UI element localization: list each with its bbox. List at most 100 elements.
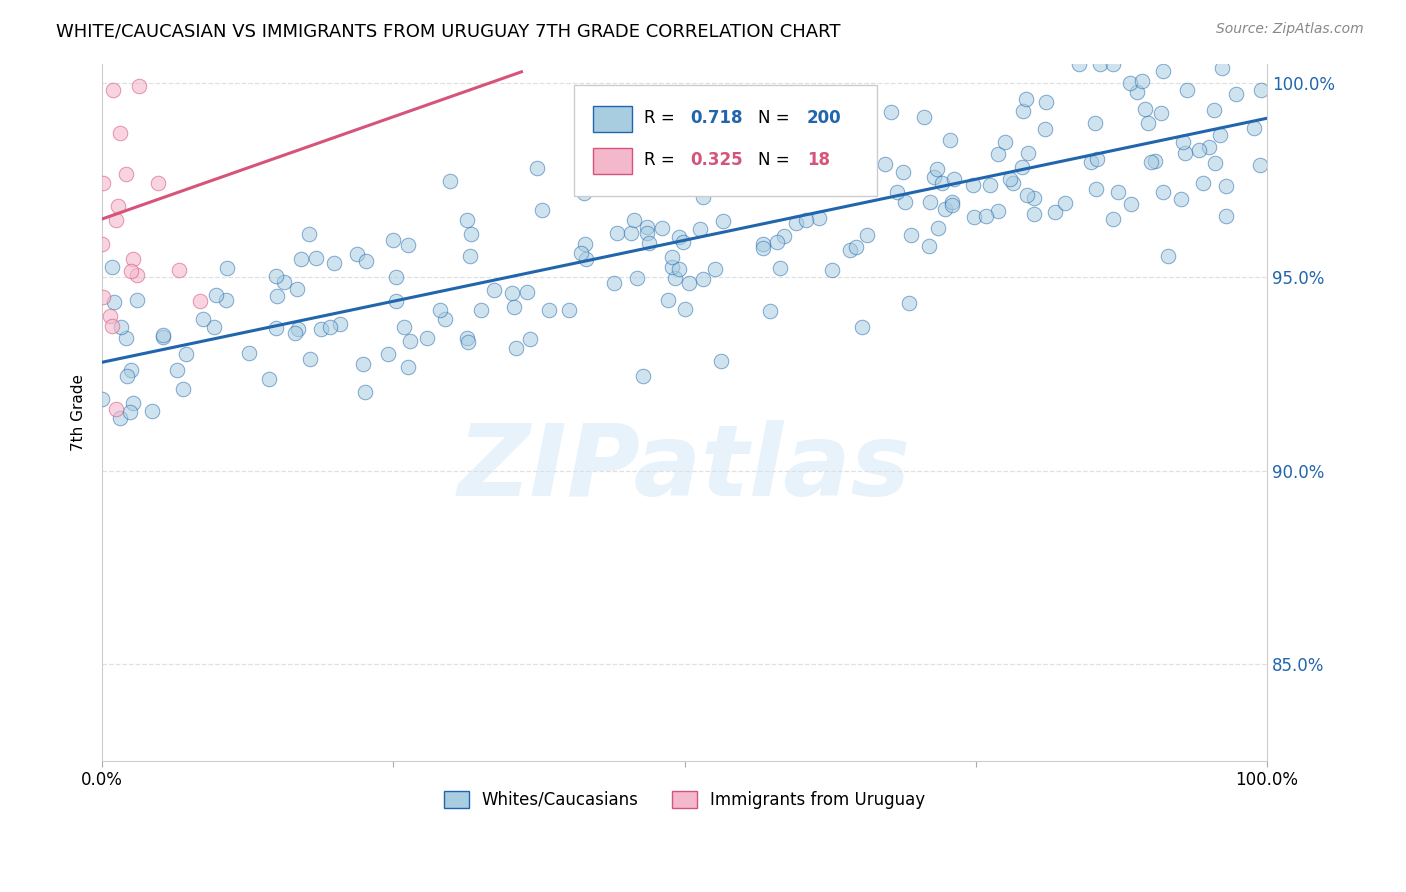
Point: [174, 347, 197, 361]
Point: [575, 252, 598, 266]
Point: [603, 276, 626, 290]
Point: [460, 227, 482, 242]
Point: [849, 146, 872, 161]
Point: [672, 235, 695, 249]
Text: N =: N =: [758, 110, 794, 128]
Point: [943, 171, 966, 186]
Point: [839, 243, 862, 257]
Point: [217, 261, 239, 276]
Point: [457, 334, 479, 349]
Point: [122, 252, 145, 266]
Point: [264, 269, 287, 284]
Point: [1084, 116, 1107, 130]
Point: [636, 226, 658, 240]
Point: [710, 354, 733, 368]
Point: [651, 220, 673, 235]
Point: [1022, 207, 1045, 221]
Point: [939, 133, 962, 147]
Point: [912, 110, 935, 124]
Point: [678, 276, 700, 290]
Point: [125, 293, 148, 307]
Point: [354, 384, 377, 399]
Point: [166, 363, 188, 377]
Point: [963, 211, 986, 225]
Point: [786, 169, 808, 183]
Point: [900, 227, 922, 242]
FancyBboxPatch shape: [592, 106, 633, 132]
Point: [120, 363, 142, 377]
Point: [538, 302, 561, 317]
Point: [110, 320, 132, 334]
Point: [941, 195, 963, 210]
Point: [855, 228, 877, 243]
Point: [101, 319, 124, 334]
Point: [668, 230, 690, 244]
Point: [752, 241, 775, 255]
Point: [416, 331, 439, 345]
Point: [807, 211, 830, 225]
Point: [1204, 103, 1226, 117]
Point: [692, 272, 714, 286]
Point: [91, 290, 114, 304]
Point: [886, 185, 908, 199]
Point: [1017, 187, 1039, 202]
Point: [664, 271, 686, 285]
Y-axis label: 7th Grade: 7th Grade: [72, 374, 86, 451]
Point: [1011, 160, 1033, 174]
Point: [785, 216, 807, 230]
Point: [117, 368, 139, 383]
Point: [661, 260, 683, 274]
Point: [1102, 57, 1125, 71]
Point: [399, 334, 422, 349]
Point: [273, 275, 295, 289]
Point: [429, 302, 451, 317]
Point: [794, 213, 817, 227]
Point: [1150, 105, 1173, 120]
Point: [1209, 128, 1232, 143]
Point: [1152, 186, 1174, 200]
Point: [105, 401, 128, 416]
Text: 0.718: 0.718: [690, 110, 742, 128]
Point: [917, 239, 939, 253]
Point: [1211, 61, 1233, 75]
Point: [1001, 176, 1024, 190]
Point: [845, 240, 868, 254]
Point: [1085, 153, 1108, 167]
Point: [620, 226, 643, 240]
Point: [238, 346, 260, 360]
Text: 0.325: 0.325: [690, 152, 742, 169]
Point: [668, 262, 690, 277]
Point: [1012, 103, 1035, 118]
Point: [711, 213, 734, 227]
Point: [1215, 178, 1237, 193]
Point: [105, 213, 128, 227]
Point: [191, 311, 214, 326]
Point: [633, 368, 655, 383]
Point: [152, 329, 174, 343]
Point: [266, 289, 288, 303]
Point: [1243, 120, 1265, 135]
Point: [101, 260, 124, 274]
Point: [519, 332, 541, 346]
Point: [801, 136, 824, 150]
Point: [530, 202, 553, 217]
Point: [396, 237, 419, 252]
Point: [1035, 95, 1057, 109]
Point: [1119, 76, 1142, 90]
Point: [1215, 210, 1237, 224]
Text: WHITE/CAUCASIAN VS IMMIGRANTS FROM URUGUAY 7TH GRADE CORRELATION CHART: WHITE/CAUCASIAN VS IMMIGRANTS FROM URUGU…: [56, 22, 841, 40]
Point: [766, 235, 789, 249]
Point: [98, 309, 121, 323]
Point: [1175, 83, 1198, 97]
Text: R =: R =: [644, 152, 679, 169]
Point: [503, 300, 526, 314]
Point: [322, 256, 344, 270]
Point: [354, 254, 377, 268]
Point: [974, 210, 997, 224]
Point: [1132, 74, 1154, 88]
Point: [434, 311, 457, 326]
Point: [114, 167, 136, 181]
Point: [172, 382, 194, 396]
Point: [188, 293, 211, 308]
Point: [1188, 143, 1211, 157]
